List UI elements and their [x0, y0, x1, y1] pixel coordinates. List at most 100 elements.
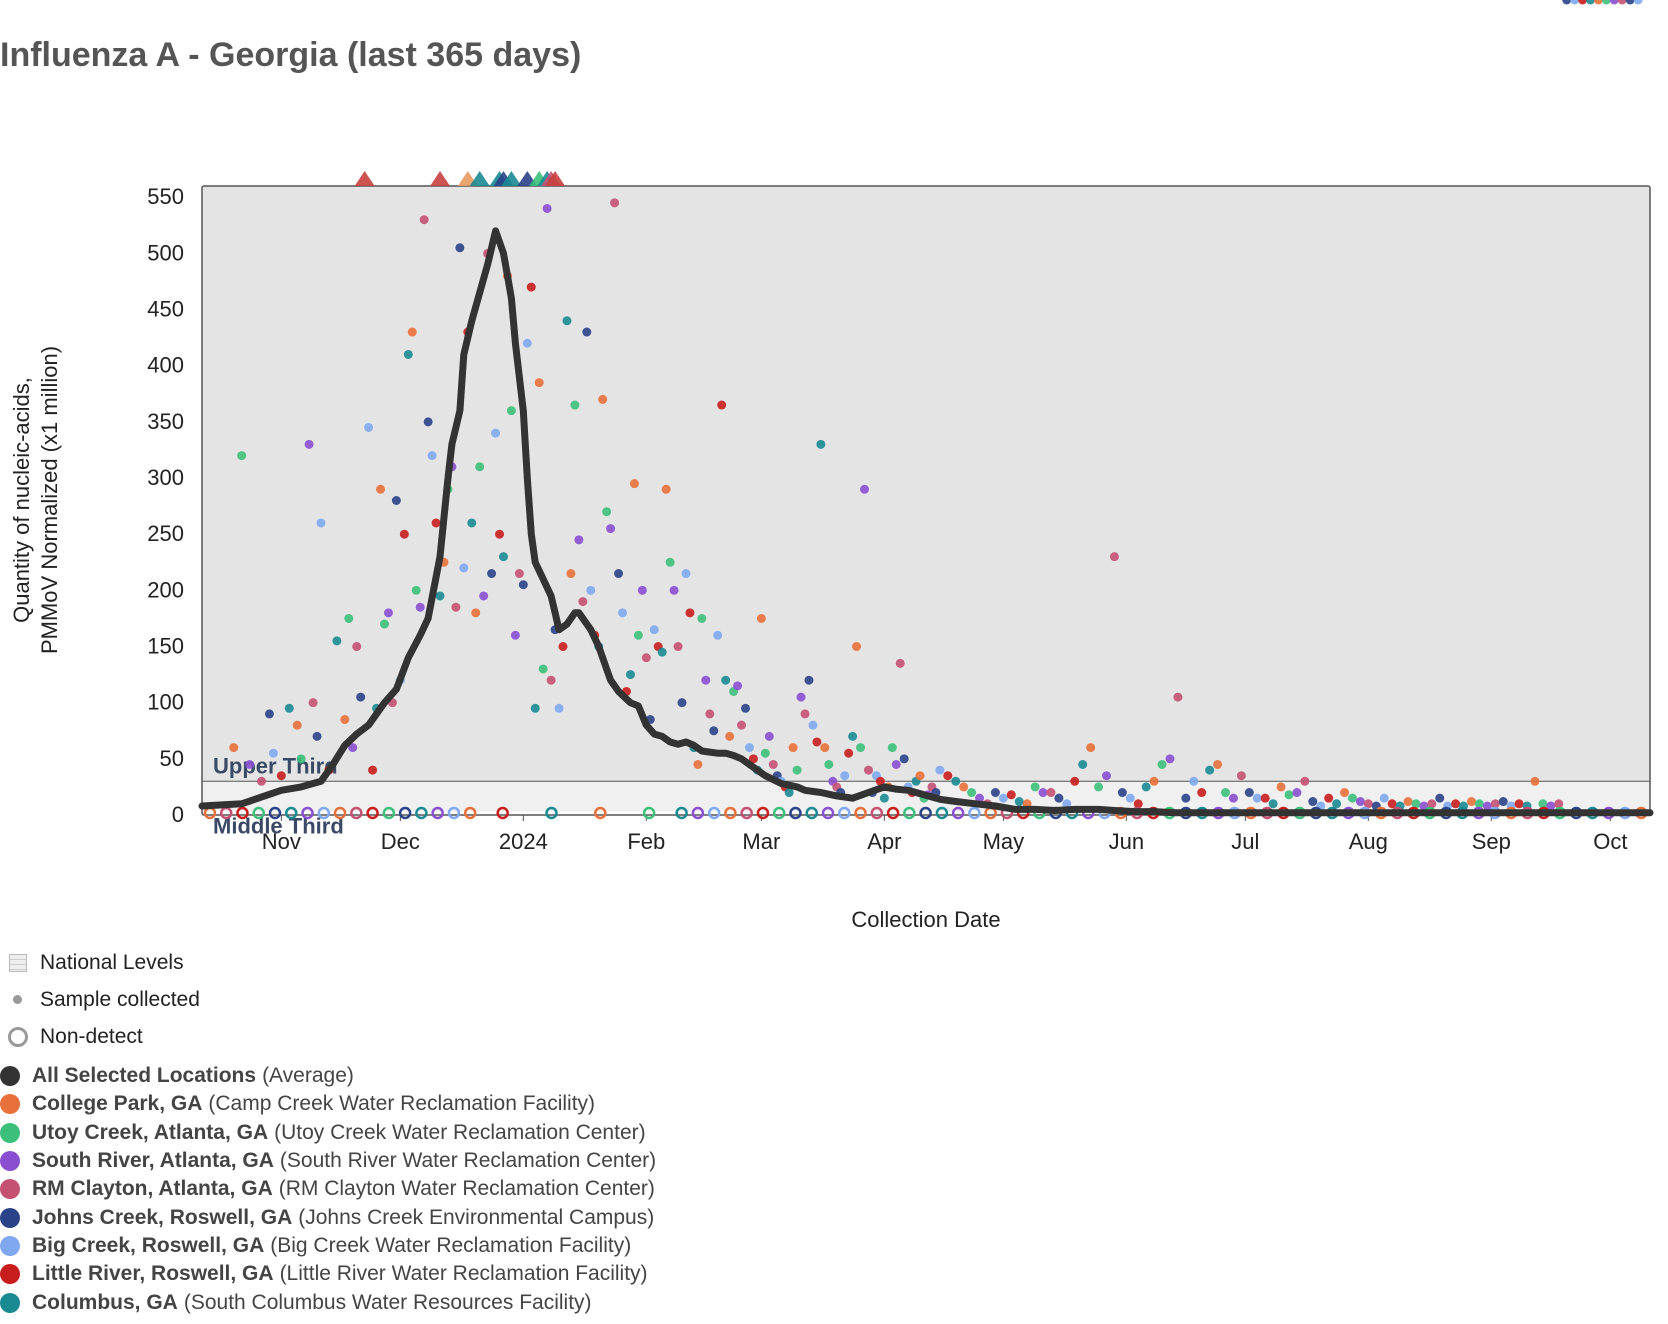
non-detect-ring[interactable]	[935, 806, 949, 820]
sample-dot[interactable]	[1109, 552, 1119, 562]
average-series-line[interactable]	[198, 227, 1654, 817]
sample-dot[interactable]	[852, 642, 862, 652]
non-detect-ring[interactable]	[431, 806, 444, 820]
sample-dot[interactable]	[1117, 788, 1127, 798]
national-level-marker[interactable]	[430, 171, 451, 186]
sample-dot[interactable]	[951, 776, 961, 786]
sample-dot[interactable]	[669, 585, 679, 595]
non-detect-ring[interactable]	[398, 806, 412, 820]
sample-dot[interactable]	[379, 619, 389, 629]
non-detect-ring[interactable]	[854, 806, 867, 820]
sample-dot[interactable]	[1086, 743, 1096, 753]
sample-dot[interactable]	[1236, 771, 1246, 781]
sample-dot[interactable]	[1538, 799, 1548, 809]
sample-dot[interactable]	[1355, 797, 1365, 807]
non-detect-ring[interactable]	[268, 806, 282, 820]
sample-dot[interactable]	[1292, 788, 1302, 798]
sample-dot[interactable]	[856, 743, 866, 753]
non-detect-ring[interactable]	[968, 806, 981, 820]
sample-dot[interactable]	[610, 198, 620, 208]
sample-dot[interactable]	[784, 788, 794, 798]
sample-dot[interactable]	[1006, 790, 1016, 800]
sample-dot[interactable]	[514, 569, 524, 579]
sample-dot[interactable]	[895, 658, 905, 668]
sample-dot[interactable]	[879, 793, 889, 803]
sample-dot[interactable]	[697, 613, 707, 623]
sample-dot[interactable]	[1157, 759, 1167, 769]
sample-dot[interactable]	[1228, 793, 1238, 803]
sample-dot[interactable]	[364, 422, 374, 432]
sample-dot[interactable]	[534, 378, 544, 388]
legend-location-item[interactable]: Big Creek, Roswell, GA (Big Creek Water R…	[0, 1232, 656, 1260]
sample-dot[interactable]	[848, 731, 858, 741]
non-detect-ring[interactable]	[675, 806, 688, 820]
sample-dot[interactable]	[637, 585, 647, 595]
sample-dot[interactable]	[475, 462, 485, 472]
sample-dot[interactable]	[1244, 788, 1254, 798]
sample-dot[interactable]	[451, 602, 461, 612]
sample-dot[interactable]	[296, 754, 306, 764]
non-detect-ring[interactable]	[496, 806, 509, 820]
sample-dot[interactable]	[915, 771, 925, 781]
sample-dot[interactable]	[1046, 788, 1056, 798]
sample-dot[interactable]	[435, 591, 445, 601]
sample-dot[interactable]	[578, 597, 588, 607]
sample-dot[interactable]	[423, 417, 433, 427]
non-detect-ring[interactable]	[870, 806, 884, 820]
non-detect-ring[interactable]	[317, 806, 331, 820]
sample-dot[interactable]	[1308, 797, 1318, 807]
sample-dot[interactable]	[1427, 799, 1437, 809]
sample-dot[interactable]	[792, 765, 802, 775]
non-detect-ring[interactable]	[415, 806, 428, 820]
sample-dot[interactable]	[1347, 793, 1357, 803]
non-detect-ring[interactable]	[886, 806, 900, 820]
sample-dot[interactable]	[562, 316, 572, 326]
non-detect-ring[interactable]	[838, 806, 851, 820]
sample-dot[interactable]	[1332, 799, 1342, 809]
sample-dot[interactable]	[1197, 788, 1207, 798]
sample-dot[interactable]	[975, 793, 985, 803]
sample-dot[interactable]	[1340, 788, 1350, 798]
sample-dot[interactable]	[1474, 799, 1484, 809]
sample-dot[interactable]	[1205, 765, 1215, 775]
legend-location-item[interactable]: Columbus, GA (South Columbus Water Resour…	[0, 1288, 656, 1316]
sample-dot[interactable]	[308, 698, 318, 708]
legend-location-item[interactable]: All Selected Locations (Average)	[0, 1062, 656, 1090]
sample-dot[interactable]	[1038, 788, 1048, 798]
sample-dot[interactable]	[1387, 799, 1397, 809]
sample-dot[interactable]	[415, 602, 425, 612]
sample-dot[interactable]	[1062, 799, 1072, 809]
non-detect-ring[interactable]	[903, 806, 916, 820]
non-detect-ring[interactable]	[236, 806, 249, 820]
sample-dot[interactable]	[348, 743, 358, 753]
sample-dot[interactable]	[860, 484, 870, 494]
non-detect-ring[interactable]	[350, 806, 363, 820]
sample-dot[interactable]	[1601, 0, 1611, 5]
sample-dot[interactable]	[967, 788, 977, 798]
sample-dot[interactable]	[340, 715, 350, 725]
sample-dot[interactable]	[808, 720, 818, 730]
sample-dot[interactable]	[510, 630, 520, 640]
sample-dot[interactable]	[618, 608, 628, 618]
sample-dot[interactable]	[427, 451, 437, 461]
non-detect-ring[interactable]	[772, 806, 786, 820]
non-detect-ring[interactable]	[463, 806, 477, 820]
sample-dot[interactable]	[1593, 0, 1603, 5]
sample-dot[interactable]	[1268, 799, 1278, 809]
sample-dot[interactable]	[1585, 0, 1595, 5]
sample-dot[interactable]	[649, 625, 659, 635]
sample-dot[interactable]	[245, 759, 255, 769]
sample-dot[interactable]	[1554, 799, 1564, 809]
sample-dot[interactable]	[344, 613, 354, 623]
sample-dot[interactable]	[1435, 793, 1445, 803]
sample-dot[interactable]	[1411, 799, 1421, 809]
sample-dot[interactable]	[598, 394, 608, 404]
sample-dot[interactable]	[268, 748, 278, 758]
sample-dot[interactable]	[264, 709, 274, 719]
sample-dot[interactable]	[356, 692, 366, 702]
sample-dot[interactable]	[681, 569, 691, 579]
non-detect-ring[interactable]	[285, 806, 298, 820]
sample-dot[interactable]	[487, 569, 497, 579]
sample-dot[interactable]	[764, 731, 774, 741]
sample-dot[interactable]	[800, 709, 810, 719]
